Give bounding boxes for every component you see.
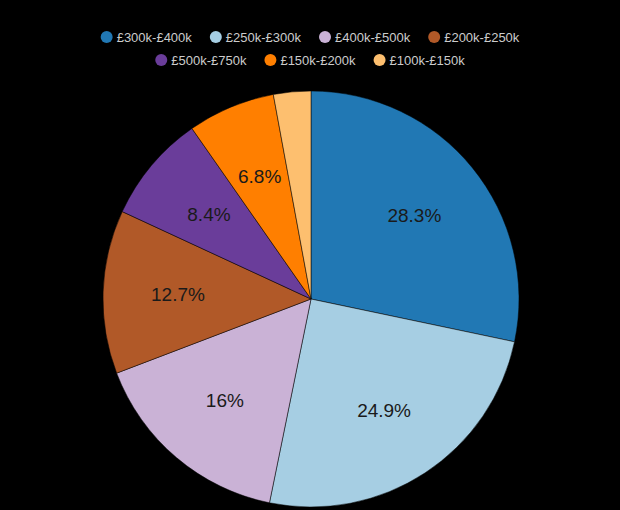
page: {"chart_data": {"type": "pie", "categori… [0, 0, 620, 510]
legend-item: £200k-£250k [428, 30, 520, 45]
legend-item: £500k-£750k [155, 53, 247, 68]
legend: £300k-£400k £250k-£300k £400k-£500k £200k-£… [101, 30, 520, 68]
pie [103, 91, 519, 507]
data-label: 28.3% [387, 205, 441, 226]
legend-item: £150k-£200k [264, 53, 356, 68]
legend-swatch [101, 31, 113, 43]
legend-label: £150k-£200k [280, 53, 356, 68]
legend-swatch [155, 54, 167, 66]
legend-label: £200k-£250k [444, 30, 520, 45]
pie-slice [273, 91, 311, 299]
legend-label: £500k-£750k [171, 53, 247, 68]
pie-slice [269, 299, 514, 507]
legend-swatch [374, 54, 386, 66]
legend-swatch [428, 31, 440, 43]
legend-label: £300k-£400k [117, 30, 193, 45]
data-labels: 28.3% 24.9% 16% 12.7% 8.4% 6.8% [151, 166, 441, 421]
legend-swatch [319, 31, 331, 43]
legend-item: £100k-£150k [374, 53, 466, 68]
legend-label: £100k-£150k [390, 53, 466, 68]
legend-label: £400k-£500k [335, 30, 411, 45]
legend-swatch [264, 54, 276, 66]
pie-slice [311, 91, 519, 342]
data-label: 24.9% [357, 400, 411, 421]
data-label: 12.7% [151, 284, 205, 305]
legend-item: £400k-£500k [319, 30, 411, 45]
data-label: 6.8% [238, 166, 281, 187]
legend-swatch [210, 31, 222, 43]
data-label: 16% [206, 390, 244, 411]
chart: 28.3% 24.9% 16% 12.7% 8.4% 6.8% £300k-£400k £25… [0, 0, 620, 510]
data-label: 8.4% [187, 204, 230, 225]
legend-item: £250k-£300k [210, 30, 302, 45]
legend-item: £300k-£400k [101, 30, 193, 45]
legend-label: £250k-£300k [226, 30, 302, 45]
